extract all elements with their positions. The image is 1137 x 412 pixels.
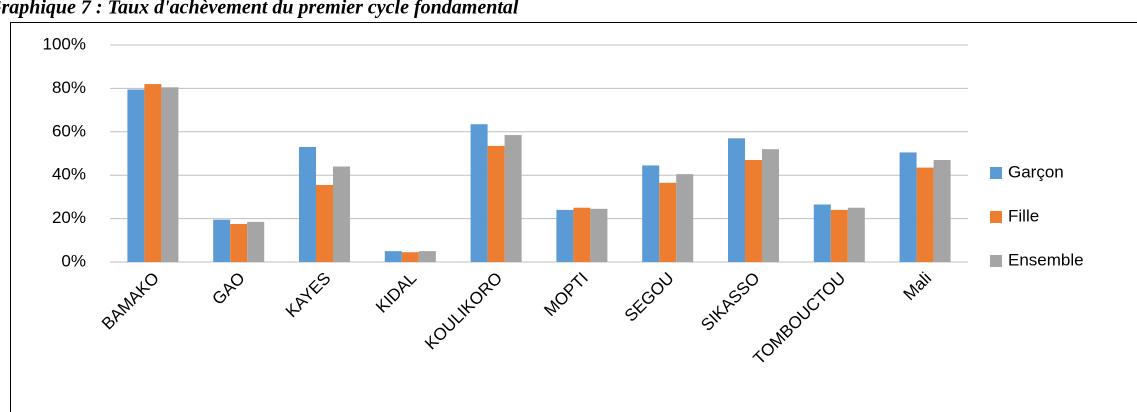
- legend-swatch: [990, 167, 1002, 179]
- legend-swatch: [990, 255, 1002, 267]
- legend-label: Ensemble: [1008, 250, 1084, 269]
- bar: [299, 146, 316, 262]
- x-tick-label: KIDAL: [372, 269, 420, 317]
- y-tick-label: 0%: [61, 251, 86, 270]
- x-tick-label: KOULIKORO: [421, 269, 506, 354]
- bar: [401, 252, 419, 262]
- bar: [161, 87, 179, 262]
- bar: [247, 221, 265, 262]
- bar: [642, 165, 660, 262]
- chart-title: Graphique 7 : Taux d'achèvement du premi…: [0, 0, 519, 19]
- bar: [384, 251, 402, 262]
- y-tick-label: 20%: [52, 208, 86, 227]
- x-tick-label: SEGOU: [621, 269, 678, 326]
- bar: [813, 204, 831, 262]
- bar: [144, 84, 162, 262]
- x-tick-label: GAO: [209, 269, 249, 309]
- y-tick-label: 100%: [43, 34, 86, 53]
- bar: [333, 166, 350, 262]
- bar: [316, 184, 333, 262]
- bar: [470, 124, 488, 262]
- bar: [676, 174, 694, 262]
- bar: [830, 209, 848, 262]
- bar: [745, 160, 762, 262]
- x-tick-label: MOPTI: [540, 269, 592, 321]
- bar: [230, 224, 248, 262]
- x-tick-label: Mali: [900, 269, 935, 304]
- x-tick-label: KAYES: [282, 269, 335, 322]
- bar: [573, 207, 591, 262]
- bar: [728, 138, 745, 262]
- legend-label: Fille: [1008, 206, 1039, 225]
- bar: [916, 167, 934, 262]
- x-tick-label: SIKASSO: [697, 269, 763, 335]
- bar: [762, 149, 779, 262]
- bar: [127, 89, 145, 262]
- bar: [556, 209, 574, 262]
- legend-label: Garçon: [1008, 162, 1064, 181]
- bar: [659, 182, 677, 262]
- x-tick-label: TOMBOUCTOU: [749, 269, 849, 369]
- bar: [933, 160, 951, 262]
- y-tick-label: 40%: [52, 165, 86, 184]
- bar: [487, 145, 505, 262]
- y-tick-label: 80%: [52, 78, 86, 97]
- x-tick-label: BAMAKO: [98, 269, 163, 334]
- y-tick-label: 60%: [52, 121, 86, 140]
- legend-swatch: [990, 211, 1002, 223]
- bar: [418, 251, 436, 262]
- bar: [590, 208, 608, 262]
- bar: [847, 207, 865, 262]
- bar: [899, 152, 917, 262]
- bar: [213, 219, 231, 262]
- bar: [504, 135, 522, 262]
- chart-border: [10, 22, 1137, 412]
